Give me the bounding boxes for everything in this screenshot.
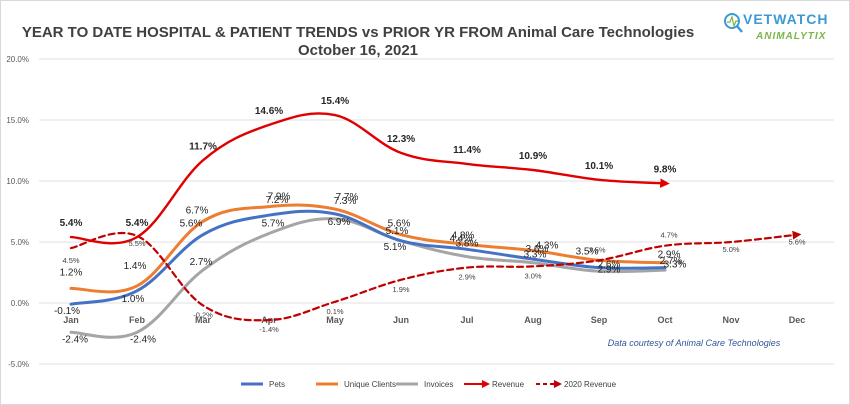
data-label: 3.3% <box>664 260 687 271</box>
data-label: 10.9% <box>519 151 547 162</box>
data-label: 4.3% <box>536 241 559 252</box>
data-label: 2.6% <box>598 259 621 270</box>
data-label: 11.7% <box>189 141 217 152</box>
series-line-2020-revenue <box>69 230 802 322</box>
data-label: 2.9% <box>458 273 475 282</box>
data-label: 5.1% <box>384 242 407 253</box>
y-tick-label: 10.0% <box>6 177 29 186</box>
data-label: 1.0% <box>122 294 145 305</box>
data-label: 2.9% <box>658 250 681 261</box>
vetwatch-logo: VETWATCH ANIMALYTIX <box>724 11 829 42</box>
data-label: 1.2% <box>60 267 83 278</box>
data-label: 1.9% <box>392 285 409 294</box>
data-label: 5.0% <box>722 245 739 254</box>
data-label: 4.8% <box>452 230 475 241</box>
x-tick-label: May <box>326 315 344 325</box>
data-label: 11.4% <box>453 145 481 156</box>
data-label: -0.2% <box>193 310 213 319</box>
data-label: -2.4% <box>130 334 156 345</box>
logo-primary: VETWATCH <box>743 11 829 27</box>
logo-secondary: ANIMALYTIX <box>755 31 827 42</box>
data-label: 10.1% <box>585 161 613 172</box>
data-label: 7.7% <box>336 192 359 203</box>
magnifier-handle <box>736 25 743 33</box>
data-label: -1.4% <box>259 325 279 334</box>
data-label: 5.6% <box>788 238 805 247</box>
y-tick-label: 5.0% <box>11 238 29 247</box>
series-line-unique-clients <box>69 203 667 294</box>
data-label: 7.2% <box>266 195 289 206</box>
legend-label: Invoices <box>424 380 453 389</box>
data-label: 15.4% <box>321 96 349 107</box>
x-tick-label: Jul <box>460 315 473 325</box>
x-tick-label: Sep <box>591 315 608 325</box>
data-label: 5.6% <box>180 219 203 230</box>
data-label: 9.8% <box>654 164 677 175</box>
chart-subtitle: October 16, 2021 <box>298 42 418 59</box>
data-label: 6.7% <box>186 205 209 216</box>
data-label: 5.1% <box>386 226 409 237</box>
data-label: 5.7% <box>262 218 285 229</box>
source-annotation: Data courtesy of Animal Care Technologie… <box>608 338 781 348</box>
legend: Pets Unique Clients Invoices Revenue 2020 Re… <box>241 380 617 389</box>
data-label: 2.9% <box>598 265 621 276</box>
pulse-icon <box>727 14 738 29</box>
x-tick-label: Feb <box>129 315 146 325</box>
y-tick-label: 20.0% <box>6 55 29 64</box>
legend-label: Revenue <box>492 380 525 389</box>
legend-label: Pets <box>269 380 285 389</box>
chart-title: YEAR TO DATE HOSPITAL & PATIENT TRENDS v… <box>22 24 694 41</box>
data-label: 5.5% <box>128 239 145 248</box>
data-label: 5.6% <box>388 219 411 230</box>
y-tick-label: 0.0% <box>11 299 29 308</box>
data-label: 3.5% <box>588 245 605 254</box>
data-label: 3.8% <box>456 239 479 250</box>
x-tick-label: Aug <box>524 315 542 325</box>
data-label: 5.4% <box>60 218 83 229</box>
data-label: -0.1% <box>54 306 80 317</box>
x-tick-label: Oct <box>657 315 672 325</box>
y-tick-label: 15.0% <box>6 116 29 125</box>
series-line-revenue <box>69 112 670 245</box>
x-tick-label: Jan <box>63 315 79 325</box>
data-label: 14.6% <box>255 106 283 117</box>
data-label: 0.1% <box>326 307 343 316</box>
data-label: -2.4% <box>62 334 88 345</box>
data-label: 3.5% <box>576 246 599 257</box>
data-label: 2.7% <box>660 256 683 267</box>
x-tick-label: Nov <box>722 315 739 325</box>
data-label: 4.7% <box>660 231 677 240</box>
series-line-invoices <box>69 217 667 339</box>
data-label: 3.0% <box>524 271 541 280</box>
data-label: 5.4% <box>126 218 149 229</box>
data-label: 3.3% <box>524 250 547 261</box>
x-axis-categories: Jan Feb Mar Apr May Jun Jul Aug Sep Oct Nov Dec <box>63 315 805 325</box>
data-labels: -0.1% 1.0% 5.6% 7.2% 7.3% 5.1% 4.4% 3.6% 2.9% 2.9… <box>54 96 806 345</box>
magnifier-icon <box>724 13 740 29</box>
data-label: 1.4% <box>124 261 147 272</box>
legend-label: Unique Clients <box>344 380 396 389</box>
x-tick-label: Dec <box>789 315 806 325</box>
y-axis-ticks: -5.0% 0.0% 5.0% 10.0% 15.0% 20.0% <box>6 55 29 369</box>
data-label: 12.3% <box>387 134 415 145</box>
legend-label: 2020 Revenue <box>564 380 617 389</box>
data-label: 2.7% <box>190 257 213 268</box>
x-tick-label: Jun <box>393 315 409 325</box>
data-label: 4.4% <box>450 233 473 244</box>
data-label: 7.9% <box>268 192 291 203</box>
y-tick-label: -5.0% <box>8 360 29 369</box>
data-label: 4.5% <box>62 256 79 265</box>
x-tick-label: Mar <box>195 315 212 325</box>
data-label: 7.3% <box>334 196 357 207</box>
data-label: 6.9% <box>328 217 351 228</box>
data-label: 3.6% <box>526 244 549 255</box>
series-lines <box>69 112 802 339</box>
